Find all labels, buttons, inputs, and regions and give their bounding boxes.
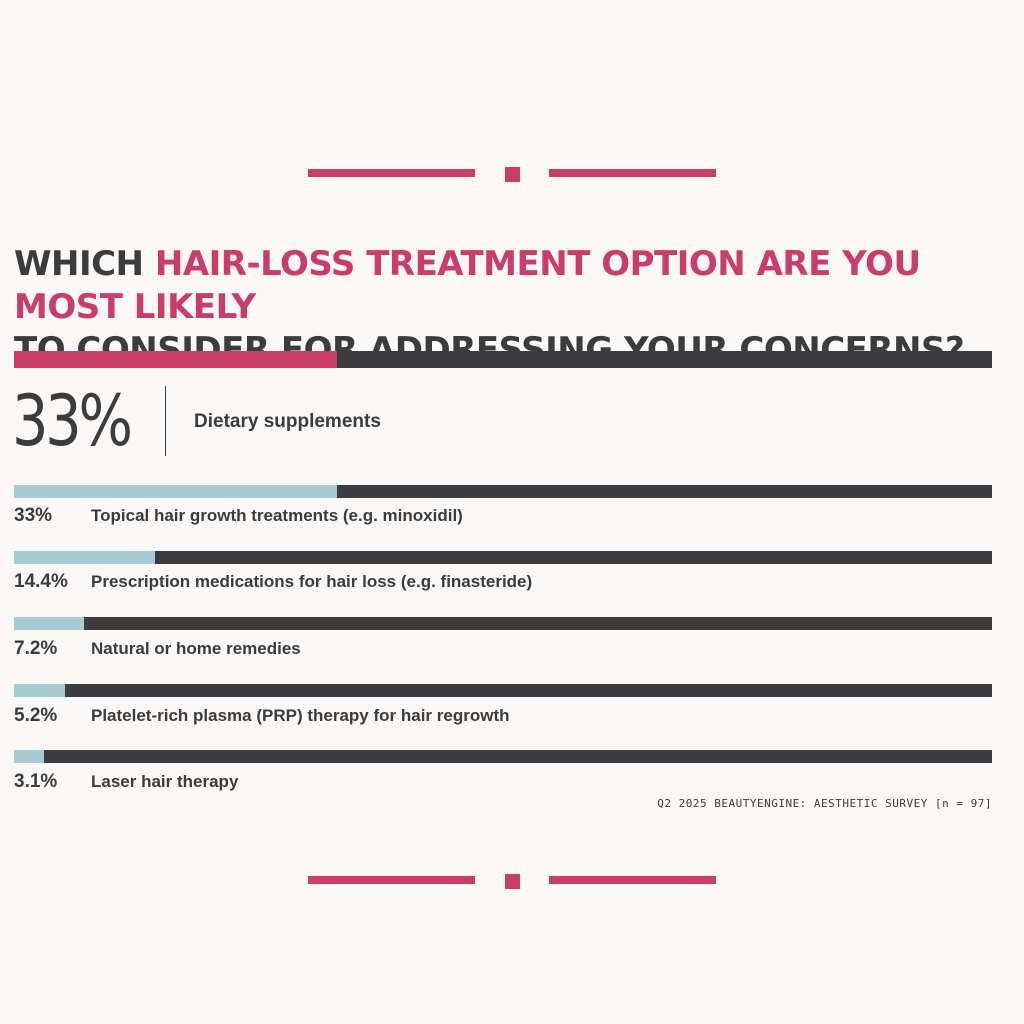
bar-category-label: Platelet-rich plasma (PRP) therapy for h… [91,706,510,725]
title-highlight: HAIR-LOSS TREATMENT OPTION ARE YOU MOST … [14,244,921,327]
bar-track [14,684,992,697]
bar-fill [14,750,45,763]
bar-fill [14,551,155,564]
divider-square [505,167,520,182]
headline-separator [165,386,166,456]
bar-track [14,551,992,564]
divider-square [505,874,520,889]
bar-value-label: 33% [14,505,53,526]
bar-value-label: 3.1% [14,771,58,792]
bar-track [14,617,992,630]
source-note: Q2 2025 BEAUTYENGINE: AESTHETIC SURVEY [… [657,797,992,810]
bar-value-label: 14.4% [14,571,68,592]
bar-fill [14,485,337,498]
bar-track [14,485,992,498]
title-prefix: WHICH [14,244,155,284]
divider-dash-left [308,169,475,177]
bar-fill [14,684,65,697]
divider-dash-left [308,876,475,884]
divider-dash-right [549,876,716,884]
headline-bar-fill [14,351,337,368]
top-divider-ornament [0,167,1024,182]
headline-bar-track [14,351,992,368]
bottom-divider-ornament [0,874,1024,889]
bar-value-label: 7.2% [14,638,58,659]
bar-value-label: 5.2% [14,705,58,726]
bar-fill [14,617,85,630]
bar-category-label: Laser hair therapy [91,772,239,791]
bar-category-label: Natural or home remedies [91,639,301,658]
bar-category-label: Prescription medications for hair loss (… [91,572,533,591]
headline-category: Dietary supplements [194,411,381,432]
bar-track [14,750,992,763]
bar-category-label: Topical hair growth treatments (e.g. min… [91,506,463,525]
headline-value: 33% [12,380,133,462]
divider-dash-right [549,169,716,177]
